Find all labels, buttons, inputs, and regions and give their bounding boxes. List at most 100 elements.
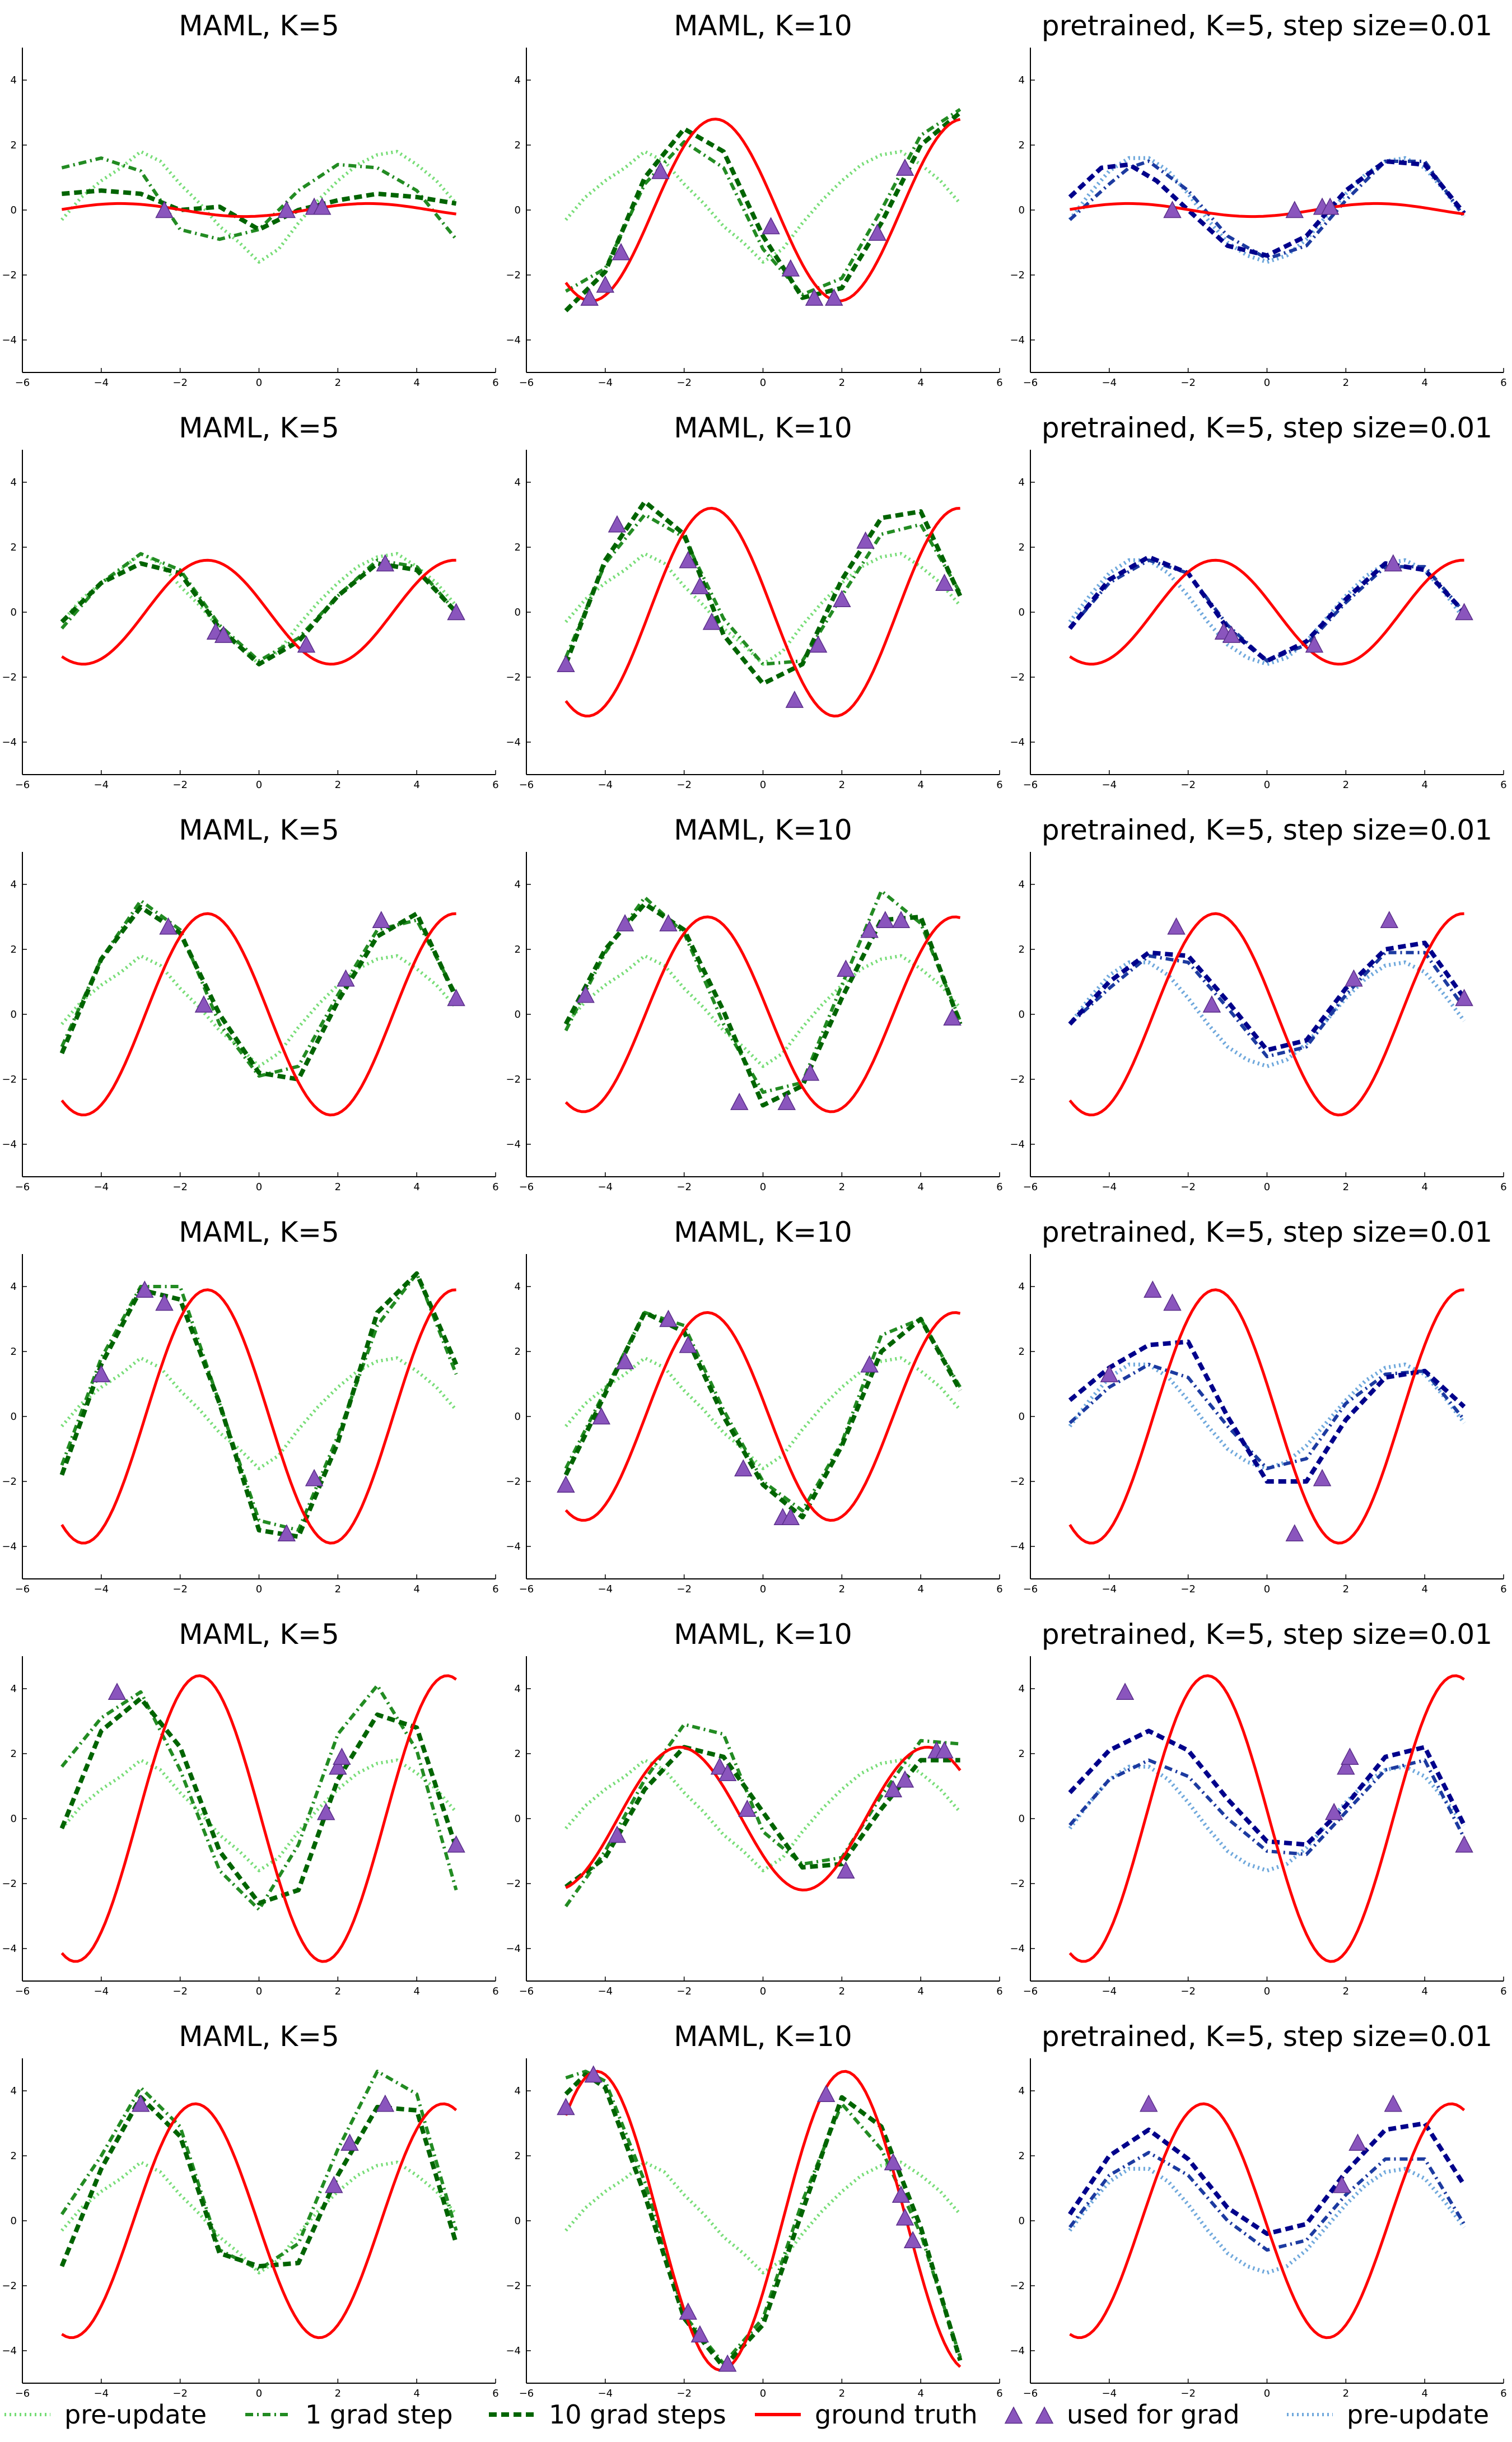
x-tick-label: 6 [996, 1583, 1002, 1595]
x-tick-label: −6 [1023, 1986, 1038, 1997]
panel-r6-c1: MAML, K=5 −6 −4 −2 0 2 4 6 4 2 0 −2 −4 [2, 2020, 498, 2399]
x-tick-label: 2 [839, 1583, 845, 1595]
grad-point [777, 1092, 796, 1110]
pre-update-line [60, 1758, 458, 1872]
x-tick-label: 6 [996, 1986, 1002, 1997]
pre-update-line [60, 1356, 458, 1470]
grad-point [1222, 625, 1241, 643]
grad-point [1455, 603, 1473, 621]
grad-point [1380, 911, 1399, 929]
x-tick-label: −2 [172, 2388, 188, 2399]
y-tick-label: −2 [2, 1878, 17, 1890]
y-tick-label: −4 [1010, 334, 1025, 346]
y-tick-label: −2 [2, 1074, 17, 1085]
x-tick-label: 4 [413, 1583, 419, 1595]
panel-r2-c2: MAML, K=10 −6 −4 −2 0 2 4 6 4 2 0 −2 −4 [506, 412, 1002, 791]
x-tick-label: −2 [1180, 1583, 1196, 1595]
x-tick-label: −4 [94, 2388, 109, 2399]
pre-update-line [1068, 558, 1466, 667]
y-tick-label: 4 [11, 1683, 17, 1695]
grad-point [679, 551, 697, 568]
y-tick-label: 0 [515, 1813, 521, 1825]
panel-title: MAML, K=5 [179, 412, 339, 444]
y-tick-label: −4 [2, 737, 17, 748]
grad-point [1337, 1757, 1355, 1775]
panel-title: pretrained, K=5, step size=0.01 [1042, 412, 1492, 444]
x-tick-label: −6 [519, 1181, 534, 1193]
panel-r2-c3: pretrained, K=5, step size=0.01 −6 −4 −2 0 2 4… [1010, 412, 1506, 791]
x-tick-label: 4 [917, 2388, 923, 2399]
y-tick-label: −4 [506, 1139, 521, 1150]
x-tick-label: 0 [1264, 2388, 1270, 2399]
y-tick-label: 4 [1019, 879, 1025, 891]
y-tick-label: −2 [1010, 1878, 1025, 1890]
x-tick-label: 0 [760, 1986, 766, 1997]
grad-point [935, 1741, 954, 1759]
grad-point [690, 576, 710, 594]
y-tick-label: 2 [515, 1748, 521, 1760]
panel-r4-c3: pretrained, K=5, step size=0.01 −6 −4 −2 0 2 4… [1010, 1216, 1506, 1595]
panel-r4-c2: MAML, K=10 −6 −4 −2 0 2 4 6 4 2 0 −2 −4 [506, 1216, 1002, 1595]
one-grad-step-line [1068, 2151, 1466, 2252]
grad-point [825, 288, 843, 306]
grad-point [702, 612, 721, 630]
y-tick-label: 2 [515, 944, 521, 956]
y-tick-label: 0 [515, 2215, 521, 2227]
y-tick-label: 4 [1019, 1281, 1025, 1293]
x-tick-label: 4 [413, 1181, 419, 1193]
x-tick-label: −6 [519, 1583, 534, 1595]
grad-point [718, 1764, 737, 1782]
x-tick-label: −4 [94, 1986, 109, 1997]
grad-point [316, 1802, 335, 1820]
x-tick-label: 4 [1421, 1181, 1427, 1193]
grad-point [1345, 969, 1363, 987]
panel-title: pretrained, K=5, step size=0.01 [1042, 2020, 1492, 2053]
y-tick-label: 0 [1019, 1009, 1025, 1020]
y-tick-label: 0 [515, 1411, 521, 1423]
grad-point [1305, 635, 1324, 653]
x-tick-label: 0 [256, 1181, 262, 1193]
panel-title: MAML, K=10 [674, 1618, 852, 1651]
x-tick-label: −4 [94, 377, 109, 389]
x-tick-label: −6 [519, 377, 534, 389]
grad-point [1285, 201, 1304, 218]
x-tick-label: −6 [519, 1986, 534, 1997]
x-tick-label: 0 [1264, 1583, 1270, 1595]
y-tick-label: 2 [1019, 2150, 1025, 2162]
grad-point [1163, 201, 1182, 218]
y-tick-label: 4 [11, 2085, 17, 2097]
y-tick-label: −2 [1010, 672, 1025, 683]
ground-truth-line [60, 1674, 457, 1963]
one-grad-step-line [1068, 1363, 1466, 1470]
y-tick-label: −4 [506, 334, 521, 346]
grad-point [447, 603, 465, 621]
x-tick-label: 6 [492, 1181, 498, 1193]
y-tick-label: 2 [11, 2150, 17, 2162]
ground-truth-line [1068, 1288, 1464, 1545]
y-tick-label: 4 [515, 1281, 521, 1293]
grad-point [584, 2065, 603, 2083]
one-grad-step-line [60, 552, 458, 663]
x-tick-label: 4 [1421, 779, 1427, 791]
y-tick-label: 4 [515, 74, 521, 86]
ground-truth-line [62, 202, 456, 218]
ten-grad-steps-line [62, 188, 457, 232]
grad-point [612, 243, 631, 260]
pre-update-line [564, 552, 962, 666]
y-tick-label: 0 [1019, 2215, 1025, 2227]
grad-point [596, 275, 615, 293]
x-tick-label: 2 [1343, 1181, 1349, 1193]
x-tick-label: 6 [996, 2388, 1002, 2399]
x-tick-label: −2 [1180, 2388, 1196, 2399]
x-tick-label: −6 [519, 2388, 534, 2399]
x-tick-label: 6 [492, 779, 498, 791]
grad-point [710, 1757, 729, 1775]
one-grad-step-line [564, 889, 962, 1094]
x-tick-label: −6 [1023, 1583, 1038, 1595]
panel-r2-c1: MAML, K=5 −6 −4 −2 0 2 4 6 4 2 0 −2 −4 [2, 412, 498, 791]
ground-truth-line [564, 915, 961, 1113]
x-tick-label: −6 [1023, 377, 1038, 389]
grad-point [557, 2098, 575, 2115]
ten-grad-steps-line [59, 1696, 459, 1905]
y-tick-label: 2 [1019, 1748, 1025, 1760]
